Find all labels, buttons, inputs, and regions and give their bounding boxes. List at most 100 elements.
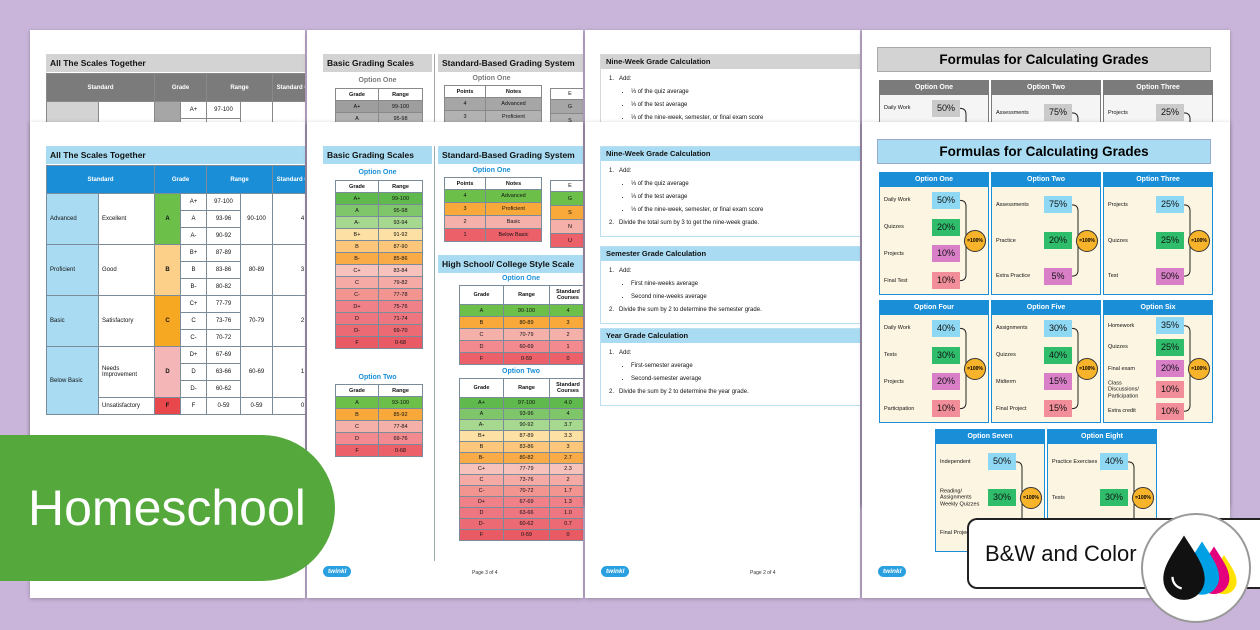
step-text: Add: bbox=[619, 76, 632, 82]
table-cell: 0 bbox=[549, 352, 583, 365]
option-label: Option One bbox=[358, 77, 397, 84]
item-value: 50% bbox=[1156, 267, 1184, 285]
table-cell: 3 bbox=[549, 316, 583, 329]
range-cell: 0-59 bbox=[240, 397, 274, 415]
step-number: 1. bbox=[609, 350, 615, 356]
item-value: 25% bbox=[1156, 104, 1184, 122]
table-cell: 0-59 bbox=[503, 529, 550, 541]
header-row: Points Notes bbox=[444, 177, 542, 190]
sub-range: 0-59 bbox=[206, 397, 242, 415]
table-cell: 60-62 bbox=[503, 518, 550, 530]
column-header: Range bbox=[206, 73, 274, 102]
table-cell: 3.3 bbox=[549, 430, 583, 442]
table-row: A-93-94 bbox=[335, 216, 423, 229]
table-cell: C bbox=[459, 474, 504, 486]
table-cell: 1 bbox=[549, 340, 583, 353]
item-label: Final Project bbox=[940, 529, 971, 536]
item-label: Assessments bbox=[996, 109, 1029, 116]
table-row: S bbox=[550, 205, 583, 220]
option-card: Option Two Assessments 75% Practice 20% Extra… bbox=[991, 172, 1101, 295]
table-cell: 4 bbox=[444, 97, 486, 111]
step-text: Add: bbox=[619, 268, 632, 274]
column-header: Standard bbox=[45, 165, 156, 194]
table-row: A 95-98 bbox=[335, 112, 423, 125]
item-value: 10% bbox=[1156, 402, 1184, 420]
item-value: 25% bbox=[1156, 338, 1184, 356]
section-title: Nine-Week Grade Calculation bbox=[601, 147, 860, 161]
column-header: Grade bbox=[154, 165, 208, 194]
range-cell: 60-69 bbox=[240, 346, 274, 398]
courses-cell: 4 bbox=[272, 193, 305, 245]
table-cell: 93-100 bbox=[378, 396, 423, 409]
sub-range: 83-86 bbox=[206, 261, 242, 279]
item-label: Quizzes bbox=[996, 351, 1016, 358]
table-cell: 4 bbox=[549, 304, 583, 317]
table-cell: B+ bbox=[459, 430, 504, 442]
range-cell: 70-79 bbox=[240, 295, 274, 347]
column-header: Standard Courses bbox=[272, 73, 305, 102]
item-label: Projects bbox=[884, 250, 904, 257]
grade-cell: C bbox=[154, 295, 182, 347]
table-row: G bbox=[550, 99, 583, 114]
table-cell: 80-82 bbox=[503, 452, 550, 464]
table-cell: D- bbox=[335, 324, 379, 337]
step: 1. Add: bbox=[609, 347, 855, 360]
option-title: Option Two bbox=[992, 81, 1100, 95]
grade-cell: D bbox=[154, 346, 182, 398]
step-item: ⅓ of the quiz average bbox=[631, 178, 855, 191]
table-cell: 70-79 bbox=[503, 328, 550, 341]
table-row: A+ 99-100 bbox=[335, 100, 423, 113]
step-items: First nine-weeks averageSecond nine-week… bbox=[609, 278, 855, 304]
formulas-title: Formulas for Calculating Grades bbox=[878, 140, 1210, 163]
table-cell: 0 bbox=[549, 529, 583, 541]
table-cell: A- bbox=[335, 216, 379, 229]
table-cell: Proficient bbox=[485, 202, 542, 216]
column-header: Standard bbox=[45, 73, 156, 102]
section-title: High School/ College Style Scale bbox=[438, 255, 583, 273]
courses-cell: 2 bbox=[272, 295, 305, 347]
standard-cell: Proficient bbox=[46, 244, 99, 296]
table-cell: D bbox=[459, 340, 504, 353]
item-value: 50% bbox=[988, 453, 1016, 471]
table-cell: 0.7 bbox=[549, 518, 583, 530]
item-label: Independent bbox=[940, 458, 971, 465]
table-cell: 2.7 bbox=[549, 452, 583, 464]
table-cell: 77-84 bbox=[378, 420, 423, 433]
total-circle: =100% bbox=[1020, 486, 1042, 509]
table-cell: C- bbox=[459, 485, 504, 497]
sub-grade: D+ bbox=[180, 346, 208, 364]
column-header: Grade bbox=[335, 180, 379, 193]
total-circle: =100% bbox=[964, 229, 986, 252]
item-value: 20% bbox=[932, 218, 960, 236]
table-cell: 95-98 bbox=[378, 204, 423, 217]
sub-range: 97-100 bbox=[206, 101, 242, 119]
option-title: Option Eight bbox=[1048, 430, 1156, 444]
item-label: Tests bbox=[884, 351, 897, 358]
table-cell: D- bbox=[459, 518, 504, 530]
table-row: C-77-78 bbox=[335, 288, 423, 301]
option-title: Option Five bbox=[992, 301, 1100, 315]
table-cell: 79-82 bbox=[378, 276, 423, 289]
table-row: E bbox=[550, 180, 583, 192]
table-cell: 97-100 bbox=[503, 397, 550, 409]
table-row: D-69-70 bbox=[335, 324, 423, 337]
table-cell: 83-84 bbox=[378, 264, 423, 277]
table-row: N bbox=[550, 219, 583, 234]
item-label: Practice Exercises bbox=[1052, 458, 1098, 465]
table-row: A 95-98 bbox=[335, 204, 423, 217]
item-label: Assignments bbox=[996, 325, 1028, 332]
item-value: 35% bbox=[1156, 317, 1184, 335]
logo: twinkl bbox=[323, 566, 352, 577]
